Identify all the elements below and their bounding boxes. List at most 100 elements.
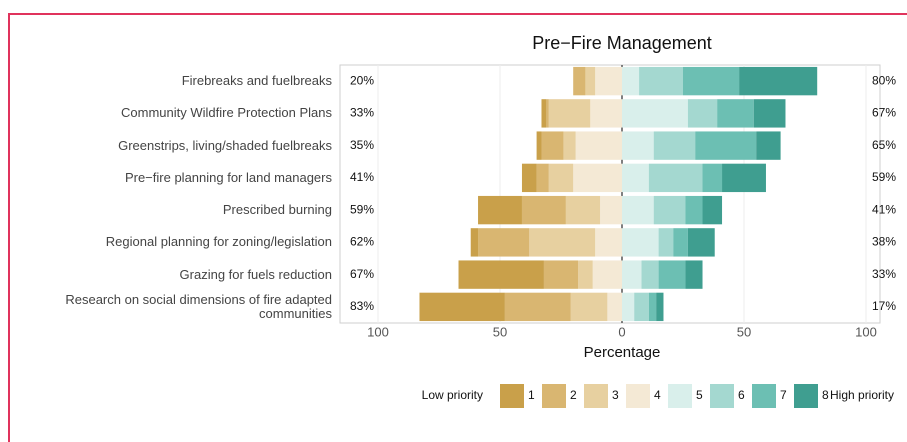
bar-segment: [634, 292, 649, 322]
legend-swatch: [752, 384, 776, 408]
category-label-box: Prescribed burning: [222, 202, 332, 218]
low-total-label: 33%: [350, 106, 374, 120]
x-tick-label: 100: [367, 324, 389, 339]
legend-label: 4: [654, 388, 661, 402]
category-label-box: Firebreaks and fuelbreaks: [182, 74, 332, 88]
bar-segment: [543, 260, 579, 289]
bar-segment: [702, 163, 723, 193]
category-label: Greenstrips, living/shaded fuelbreaks: [118, 137, 332, 153]
legend-swatch: [794, 384, 818, 408]
legend-label: 5: [696, 388, 703, 402]
bar-segment: [590, 99, 622, 128]
bar-segment: [622, 99, 688, 128]
bar-segment: [656, 292, 664, 322]
bar-segment: [563, 131, 576, 160]
bar-segment: [653, 195, 686, 225]
bar-segment: [687, 228, 715, 257]
bar-segment: [641, 260, 659, 289]
bar-segment: [622, 292, 635, 322]
bar-segment: [685, 260, 703, 289]
legend-label: 7: [780, 388, 787, 402]
high-total-label: 33%: [872, 267, 896, 281]
bar-segment: [570, 292, 608, 322]
bar-segment: [722, 163, 766, 193]
high-total-label: 65%: [872, 138, 896, 152]
bar-segment: [419, 292, 505, 322]
category-label-box: Grazing for fuels reduction: [179, 266, 332, 282]
category-label-box: Greenstrips, living/shaded fuelbreaks: [118, 137, 332, 153]
legend-swatch: [584, 384, 608, 408]
bar-segment: [504, 292, 571, 322]
bar-segment: [739, 66, 818, 96]
category-label: Research on social dimensions of fire ad…: [65, 291, 332, 321]
high-total-label: 17%: [872, 299, 896, 313]
legend-label: 3: [612, 388, 619, 402]
high-total-label: 80%: [872, 73, 896, 87]
bar-segment: [653, 131, 696, 160]
bar-segment: [521, 163, 537, 193]
high-total-label: 38%: [872, 235, 896, 249]
bar-segment: [578, 260, 593, 289]
bar-segment: [585, 66, 596, 96]
x-tick-label: 100: [855, 324, 877, 339]
legend-swatch: [668, 384, 692, 408]
chart-title: Pre−Fire Management: [532, 33, 712, 53]
category-label-box: Community Wildfire Protection Plans: [121, 105, 332, 121]
bar-segment: [478, 195, 522, 225]
bar-segment: [622, 195, 654, 225]
bar-segment: [622, 66, 640, 96]
category-label: Community Wildfire Protection Plans: [121, 105, 332, 121]
low-total-label: 41%: [350, 170, 374, 184]
category-label-box: Research on social dimensions of fire ad…: [65, 291, 332, 321]
x-tick-label: 0: [618, 324, 625, 339]
bar-segment: [536, 163, 549, 193]
bar-segment: [756, 131, 781, 160]
legend-label: 1: [528, 388, 535, 402]
high-total-label: 41%: [872, 202, 896, 216]
bar-segment: [622, 163, 649, 193]
category-label: Grazing for fuels reduction: [179, 266, 332, 282]
x-tick-label: 50: [737, 324, 751, 339]
category-label: Prescribed burning: [222, 202, 332, 218]
bar-segment: [607, 292, 622, 322]
category-label: Pre−fire planning for land managers: [124, 169, 332, 185]
bar-segment: [546, 99, 549, 128]
bar-segment: [622, 131, 654, 160]
category-label: Regional planning for zoning/legislation: [105, 234, 332, 250]
bar-segment: [648, 163, 703, 193]
legend-swatch: [542, 384, 566, 408]
bar-segment: [565, 195, 601, 225]
bar-segment: [573, 66, 586, 96]
bar-segment: [687, 99, 718, 128]
bar-segment: [536, 131, 542, 160]
bar-segment: [529, 228, 596, 257]
bar-segment: [600, 195, 622, 225]
bar-segment: [658, 260, 686, 289]
bar-segment: [470, 228, 479, 257]
legend-label: 6: [738, 388, 745, 402]
bar-segment: [548, 163, 574, 193]
category-label-box: Regional planning for zoning/legislation: [105, 234, 332, 250]
bar-segment: [592, 260, 622, 289]
legend-swatch: [500, 384, 524, 408]
legend-label: 2: [570, 388, 577, 402]
bar-segment: [575, 131, 622, 160]
bar-segment: [622, 260, 642, 289]
bar-segment: [695, 131, 757, 160]
bar-segment: [685, 195, 703, 225]
bar-segment: [548, 99, 591, 128]
bar-segment: [648, 292, 657, 322]
low-total-label: 59%: [350, 202, 374, 216]
bar-segment: [753, 99, 786, 128]
high-total-label: 59%: [872, 170, 896, 184]
low-total-label: 20%: [350, 73, 374, 87]
bar-segment: [573, 163, 622, 193]
legend-label: 8: [822, 388, 829, 402]
legend-swatch: [626, 384, 650, 408]
bar-segment: [478, 228, 530, 257]
low-total-label: 83%: [350, 299, 374, 313]
bar-segment: [683, 66, 740, 96]
low-total-label: 35%: [350, 138, 374, 152]
category-label-box: Pre−fire planning for land managers: [124, 169, 332, 185]
